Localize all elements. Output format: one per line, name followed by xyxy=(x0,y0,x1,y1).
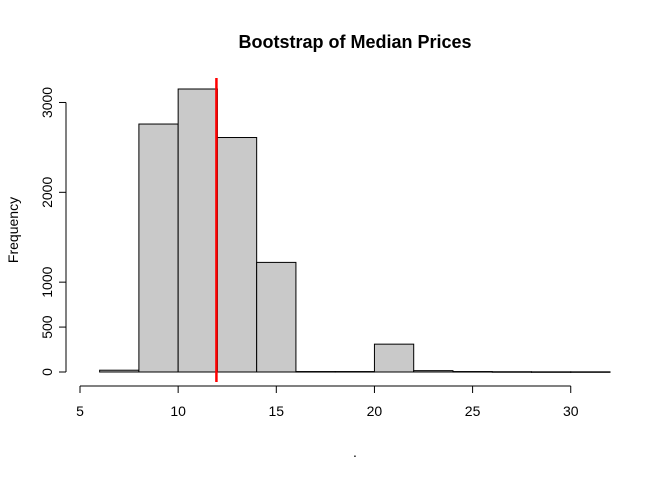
x-tick-label: 5 xyxy=(76,403,84,419)
x-tick-label: 10 xyxy=(170,403,186,419)
histogram-bar xyxy=(530,371,572,373)
histogram-bar xyxy=(491,371,532,373)
histogram-bar xyxy=(334,371,375,373)
histogram-bar xyxy=(256,261,297,373)
histogram-bar xyxy=(373,343,415,373)
histogram-bar xyxy=(295,371,336,373)
x-axis-label: . xyxy=(353,444,357,460)
y-tick-label: 1000 xyxy=(39,266,55,297)
chart-title: Bootstrap of Median Prices xyxy=(238,32,471,52)
histogram-bar xyxy=(138,123,179,373)
histogram-bar xyxy=(216,137,258,373)
y-tick-label: 3000 xyxy=(39,87,55,118)
histogram-bar xyxy=(177,88,218,373)
y-tick-label: 0 xyxy=(39,368,55,376)
axes-layer: 5 10 15 20 25 30 0 500 1000 2000 3000 xyxy=(39,87,579,419)
histogram-bar xyxy=(413,370,454,373)
histogram-bar xyxy=(570,371,611,373)
histogram-bar xyxy=(452,371,493,373)
x-tick-label: 30 xyxy=(563,403,579,419)
y-axis-label: Frequency xyxy=(5,197,21,263)
y-tick-label: 500 xyxy=(39,315,55,339)
x-tick-label: 15 xyxy=(269,403,285,419)
histogram-bar xyxy=(99,369,140,373)
bars-layer xyxy=(99,88,611,373)
x-tick-label: 25 xyxy=(465,403,481,419)
x-tick-label: 20 xyxy=(367,403,383,419)
y-tick-label: 2000 xyxy=(39,177,55,208)
